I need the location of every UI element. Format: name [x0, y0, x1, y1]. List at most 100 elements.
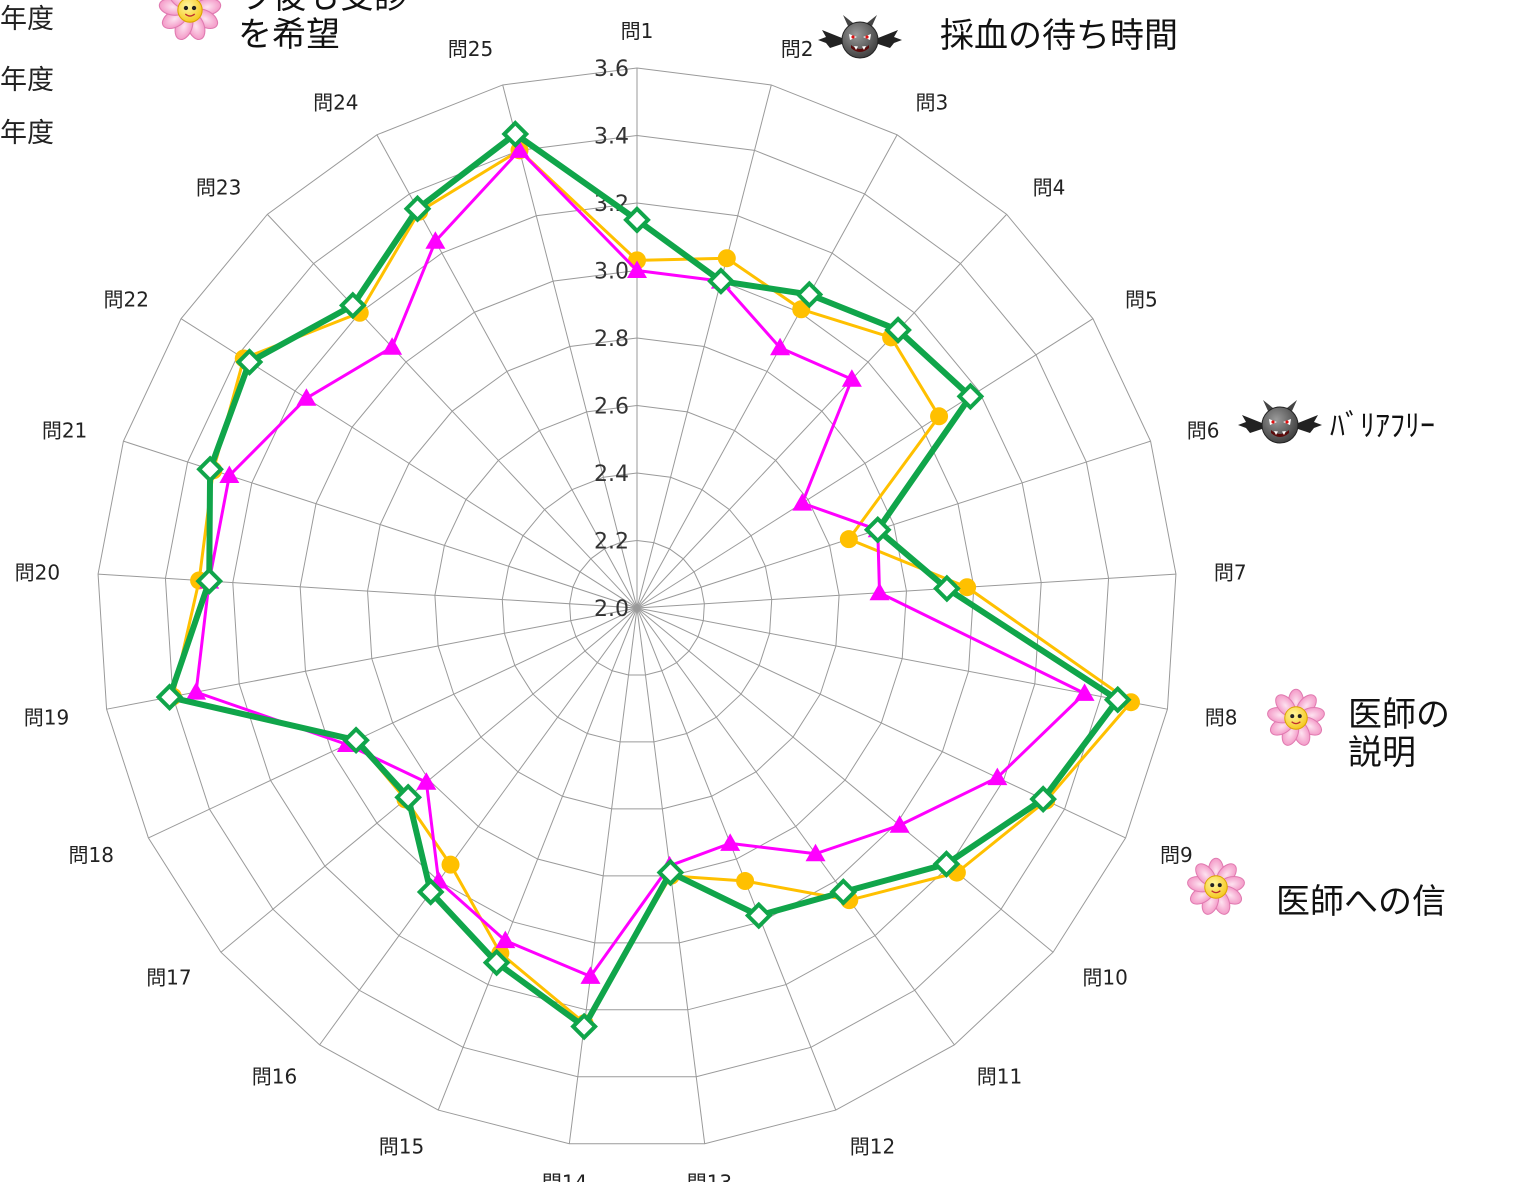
category-label: 問23 — [196, 176, 241, 200]
category-label: 問19 — [24, 705, 69, 729]
legend-fragment-2: 年度 — [0, 65, 54, 96]
category-label: 問24 — [313, 90, 358, 114]
grid-spoke — [636, 573, 1176, 609]
data-point-circle — [717, 249, 736, 268]
category-label: 問12 — [850, 1134, 895, 1158]
category-label: 問20 — [15, 561, 60, 585]
data-point-diamond — [338, 291, 367, 320]
data-point-circle — [930, 407, 949, 426]
tick-label: 3.4 — [594, 125, 629, 150]
grid-ring — [367, 337, 907, 877]
note-trust-in-doctor: 医師への信 — [1276, 882, 1446, 922]
category-label: 問13 — [687, 1170, 732, 1182]
category-label: 問6 — [1187, 418, 1220, 442]
data-series — [155, 120, 1140, 1041]
grid-ring — [97, 67, 1177, 1145]
data-point-diamond — [932, 850, 961, 878]
data-point-diamond — [342, 726, 370, 755]
grid-spoke — [636, 440, 1151, 609]
grid-spoke — [266, 214, 638, 609]
flower-smiley-icon — [1265, 688, 1327, 749]
devil-bat-icon — [1237, 399, 1323, 444]
grid-spoke — [502, 84, 638, 609]
data-point-diamond — [235, 348, 264, 376]
data-point-triangle — [627, 260, 647, 278]
data-point-triangle — [509, 140, 530, 158]
data-point-diamond — [403, 194, 432, 223]
data-point-triangle — [1074, 683, 1095, 701]
category-label: 問18 — [69, 843, 114, 867]
data-point-triangle — [889, 815, 910, 833]
legend-fragment-3: 年度 — [0, 118, 54, 149]
category-label: 問3 — [915, 90, 948, 114]
grid-spoke — [98, 573, 638, 609]
grid-spoke — [636, 607, 1054, 953]
data-point-triangle — [219, 465, 240, 484]
devil-bat-icon — [817, 14, 903, 59]
category-label: 問2 — [781, 37, 814, 61]
note-blood-test-wait: 採血の待ち時間 — [940, 16, 1178, 56]
category-label: 問7 — [1214, 561, 1247, 585]
series-3 — [155, 120, 1132, 1041]
grid-spoke — [106, 607, 638, 710]
series-1 — [163, 141, 1140, 1033]
data-point-circle — [958, 578, 977, 597]
data-point-diamond — [570, 1012, 598, 1041]
data-point-triangle — [580, 966, 601, 984]
grid-spoke — [148, 607, 638, 839]
grid-spoke — [636, 134, 898, 609]
data-point-triangle — [987, 767, 1008, 786]
tick-label: 2.2 — [594, 530, 629, 555]
data-point-diamond — [482, 948, 511, 977]
data-point-triangle — [720, 833, 741, 851]
grid-spoke — [636, 607, 837, 1111]
series-line — [166, 130, 1121, 1030]
flower-smiley-icon — [1185, 857, 1247, 918]
series-line — [194, 148, 1087, 978]
grid-ring — [164, 134, 1110, 1078]
data-point-diamond — [501, 120, 530, 148]
data-point-diamond — [195, 567, 224, 595]
grid-ring — [299, 269, 975, 944]
legend-fragment-1: 年度 — [0, 4, 54, 35]
data-point-diamond — [956, 382, 985, 411]
category-label: 問5 — [1125, 287, 1158, 311]
data-point-circle — [736, 872, 755, 891]
grid-spoke — [636, 84, 772, 609]
category-label: 問9 — [1160, 843, 1193, 867]
data-point-diamond — [155, 683, 184, 711]
data-point-diamond — [623, 206, 651, 234]
category-label: 問1 — [621, 19, 654, 43]
data-point-triangle — [805, 843, 826, 862]
data-point-diamond — [744, 901, 773, 930]
category-label: 問4 — [1033, 176, 1066, 200]
tick-label: 3.6 — [594, 57, 629, 82]
data-point-diamond — [1029, 785, 1057, 813]
tick-label: 3.0 — [594, 260, 629, 285]
data-point-diamond — [196, 455, 224, 484]
category-labels: 問1 問2 問3 問4 問5 問6 問7 問8 問9 問10 問11 問12 問13 問14 問15 問16 問… — [15, 19, 1247, 1182]
data-point-diamond — [884, 316, 912, 344]
category-label: 問10 — [1082, 965, 1127, 989]
data-point-diamond — [933, 574, 961, 603]
data-point-triangle — [296, 388, 317, 406]
data-point-triangle — [186, 682, 207, 700]
data-point-triangle — [425, 231, 446, 249]
data-point-triangle — [869, 582, 890, 601]
data-point-triangle — [792, 493, 813, 511]
data-point-triangle — [382, 337, 403, 355]
data-point-circle — [441, 855, 460, 874]
data-point-diamond — [416, 878, 445, 906]
category-label: 問21 — [42, 418, 87, 442]
note-barrier-free: ﾊﾞﾘｱﾌﾘｰ — [1330, 409, 1435, 444]
category-label: 問16 — [252, 1065, 297, 1089]
category-label: 問8 — [1205, 705, 1238, 729]
category-label: 問25 — [448, 37, 493, 61]
category-label: 問11 — [977, 1065, 1022, 1089]
tick-label: 2.6 — [594, 395, 629, 420]
grid-ring — [569, 539, 705, 676]
grid-spoke — [437, 607, 638, 1111]
data-point-circle — [792, 300, 811, 319]
note-doctor-explanation: 医師の 説明 — [1348, 695, 1450, 774]
